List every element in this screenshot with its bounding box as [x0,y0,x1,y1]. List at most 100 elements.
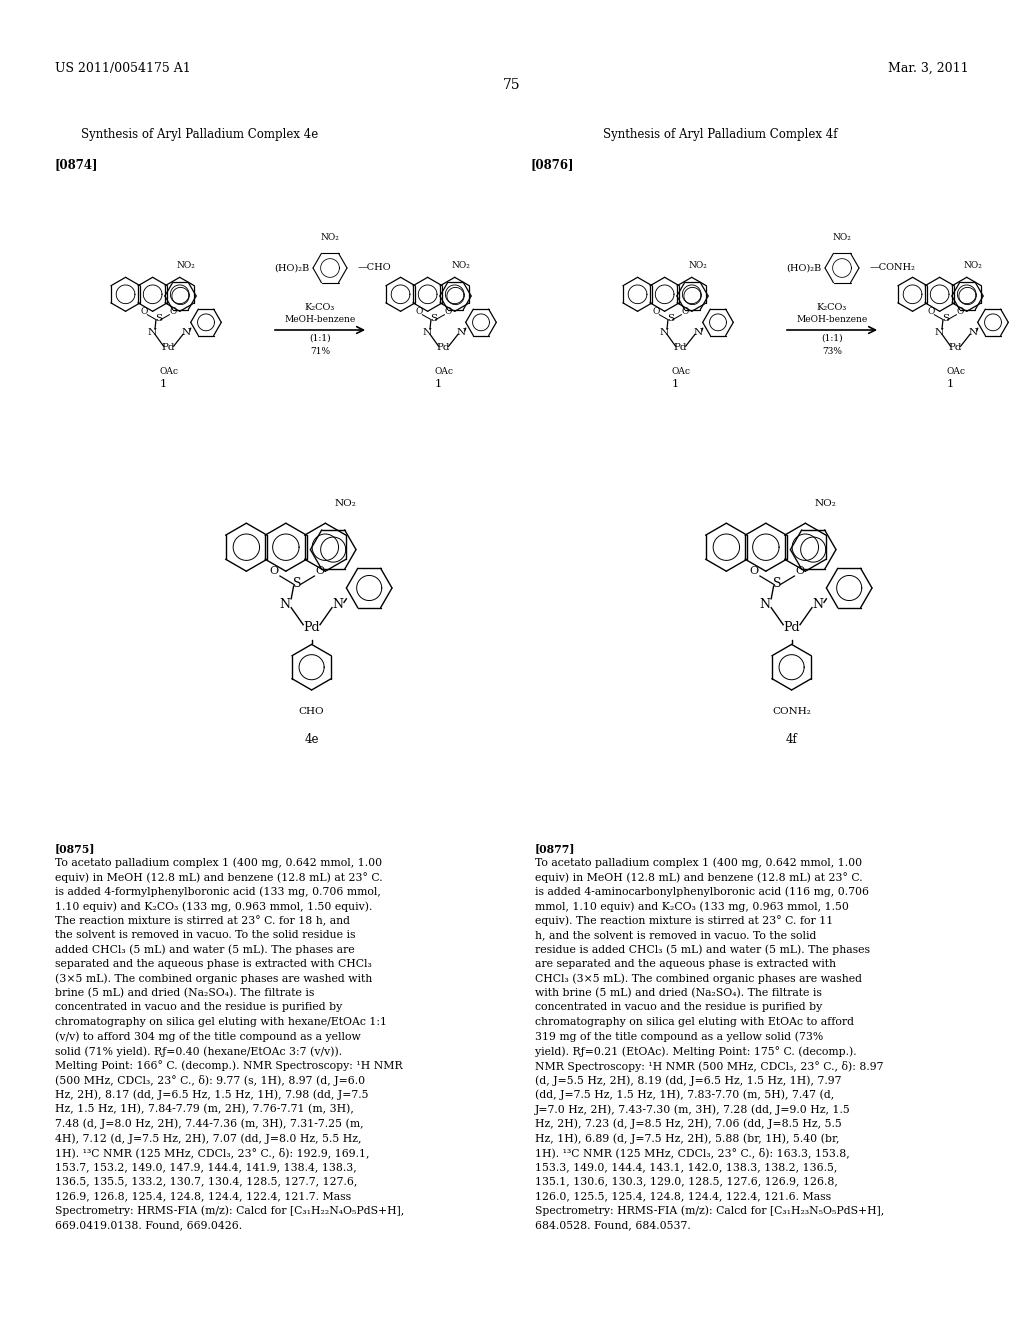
Text: Melting Point: 166° C. (decomp.). NMR Spectroscopy: ¹H NMR: Melting Point: 166° C. (decomp.). NMR Sp… [55,1060,402,1072]
Text: Pd: Pd [437,343,451,352]
Text: 1H). ¹³C NMR (125 MHz, CDCl₃, 23° C., δ): 192.9, 169.1,: 1H). ¹³C NMR (125 MHz, CDCl₃, 23° C., δ)… [55,1147,370,1158]
Text: O: O [796,566,805,577]
Text: OAc: OAc [671,367,690,376]
Text: 1.10 equiv) and K₂CO₃ (133 mg, 0.963 mmol, 1.50 equiv).: 1.10 equiv) and K₂CO₃ (133 mg, 0.963 mmo… [55,902,373,912]
Text: Pd: Pd [674,343,687,352]
Text: N: N [333,598,343,611]
Text: N: N [812,598,823,611]
Text: 4f: 4f [785,733,798,746]
Text: is added 4-aminocarbonylphenylboronic acid (116 mg, 0.706: is added 4-aminocarbonylphenylboronic ac… [535,887,869,898]
Text: Hz, 2H), 7.23 (d, J=8.5 Hz, 2H), 7.06 (dd, J=8.5 Hz, 5.5: Hz, 2H), 7.23 (d, J=8.5 Hz, 2H), 7.06 (d… [535,1118,842,1129]
Text: is added 4-formylphenylboronic acid (133 mg, 0.706 mmol,: is added 4-formylphenylboronic acid (133… [55,887,381,898]
Text: with brine (5 mL) and dried (Na₂SO₄). The filtrate is: with brine (5 mL) and dried (Na₂SO₄). Th… [535,987,822,998]
Text: Hz, 1.5 Hz, 1H), 7.84-7.79 (m, 2H), 7.76-7.71 (m, 3H),: Hz, 1.5 Hz, 1H), 7.84-7.79 (m, 2H), 7.76… [55,1104,354,1114]
Text: 4H), 7.12 (d, J=7.5 Hz, 2H), 7.07 (dd, J=8.0 Hz, 5.5 Hz,: 4H), 7.12 (d, J=7.5 Hz, 2H), 7.07 (dd, J… [55,1133,361,1143]
Text: J=7.0 Hz, 2H), 7.43-7.30 (m, 3H), 7.28 (dd, J=9.0 Hz, 1.5: J=7.0 Hz, 2H), 7.43-7.30 (m, 3H), 7.28 (… [535,1104,851,1114]
Text: N: N [280,598,291,611]
Text: 1: 1 [672,379,679,389]
Text: NO₂: NO₂ [452,261,470,269]
Text: 126.0, 125.5, 125.4, 124.8, 124.4, 122.4, 121.6. Mass: 126.0, 125.5, 125.4, 124.8, 124.4, 122.4… [535,1191,831,1201]
Text: Hz, 1H), 6.89 (d, J=7.5 Hz, 2H), 5.88 (br, 1H), 5.40 (br,: Hz, 1H), 6.89 (d, J=7.5 Hz, 2H), 5.88 (b… [535,1133,840,1143]
Text: S: S [667,314,674,323]
Text: concentrated in vacuo and the residue is purified by: concentrated in vacuo and the residue is… [535,1002,822,1012]
Text: —CHO: —CHO [358,264,391,272]
Text: S: S [293,577,301,590]
Text: O: O [270,566,279,577]
Text: O: O [681,306,688,315]
Text: NO₂: NO₂ [176,261,195,269]
Text: residue is added CHCl₃ (5 mL) and water (5 mL). The phases: residue is added CHCl₃ (5 mL) and water … [535,945,870,956]
Text: US 2011/0054175 A1: US 2011/0054175 A1 [55,62,190,75]
Text: O: O [444,306,452,315]
Text: NO₂: NO₂ [814,499,837,508]
Text: the solvent is removed in vacuo. To the solid residue is: the solvent is removed in vacuo. To the … [55,931,355,940]
Text: solid (71% yield). Rƒ=0.40 (hexane/EtOAc 3:7 (v/v)).: solid (71% yield). Rƒ=0.40 (hexane/EtOAc… [55,1045,342,1056]
Text: brine (5 mL) and dried (Na₂SO₄). The filtrate is: brine (5 mL) and dried (Na₂SO₄). The fil… [55,987,314,998]
Text: [0877]: [0877] [535,843,575,854]
Text: mmol, 1.10 equiv) and K₂CO₃ (133 mg, 0.963 mmol, 1.50: mmol, 1.10 equiv) and K₂CO₃ (133 mg, 0.9… [535,902,849,912]
Text: h, and the solvent is removed in vacuo. To the solid: h, and the solvent is removed in vacuo. … [535,931,816,940]
Text: equiv). The reaction mixture is stirred at 23° C. for 11: equiv). The reaction mixture is stirred … [535,916,834,927]
Text: NO₂: NO₂ [833,234,851,243]
Text: CONH₂: CONH₂ [772,708,811,715]
Text: (v/v) to afford 304 mg of the title compound as a yellow: (v/v) to afford 304 mg of the title comp… [55,1031,360,1041]
Text: (dd, J=7.5 Hz, 1.5 Hz, 1H), 7.83-7.70 (m, 5H), 7.47 (d,: (dd, J=7.5 Hz, 1.5 Hz, 1H), 7.83-7.70 (m… [535,1089,835,1100]
Text: O: O [652,306,659,315]
Text: 669.0419.0138. Found, 669.0426.: 669.0419.0138. Found, 669.0426. [55,1220,242,1230]
Text: 1: 1 [435,379,442,389]
Text: K₂CO₃: K₂CO₃ [817,304,847,313]
Text: Pd: Pd [162,343,175,352]
Text: N: N [182,329,191,337]
Text: (d, J=5.5 Hz, 2H), 8.19 (dd, J=6.5 Hz, 1.5 Hz, 1H), 7.97: (d, J=5.5 Hz, 2H), 8.19 (dd, J=6.5 Hz, 1… [535,1074,842,1085]
Text: N: N [934,329,943,337]
Text: 7.48 (d, J=8.0 Hz, 2H), 7.44-7.36 (m, 3H), 7.31-7.25 (m,: 7.48 (d, J=8.0 Hz, 2H), 7.44-7.36 (m, 3H… [55,1118,364,1129]
Text: S: S [155,314,162,323]
Text: Synthesis of Aryl Palladium Complex 4e: Synthesis of Aryl Palladium Complex 4e [81,128,318,141]
Text: (3×5 mL). The combined organic phases are washed with: (3×5 mL). The combined organic phases ar… [55,974,373,985]
Text: N: N [969,329,978,337]
Text: Pd: Pd [783,622,800,634]
Text: N: N [659,329,669,337]
Text: Spectrometry: HRMS-FIA (m/z): Calcd for [C₃₁H₂₂N₄O₅PdS+H],: Spectrometry: HRMS-FIA (m/z): Calcd for … [55,1205,404,1216]
Text: Hz, 2H), 8.17 (dd, J=6.5 Hz, 1.5 Hz, 1H), 7.98 (dd, J=7.5: Hz, 2H), 8.17 (dd, J=6.5 Hz, 1.5 Hz, 1H)… [55,1089,369,1100]
Text: To acetato palladium complex 1 (400 mg, 0.642 mmol, 1.00: To acetato palladium complex 1 (400 mg, … [55,858,382,869]
Text: OAc: OAc [434,367,453,376]
Text: O: O [750,566,759,577]
Text: The reaction mixture is stirred at 23° C. for 18 h, and: The reaction mixture is stirred at 23° C… [55,916,350,927]
Text: 1H). ¹³C NMR (125 MHz, CDCl₃, 23° C., δ): 163.3, 153.8,: 1H). ¹³C NMR (125 MHz, CDCl₃, 23° C., δ)… [535,1147,850,1158]
Text: 153.7, 153.2, 149.0, 147.9, 144.4, 141.9, 138.4, 138.3,: 153.7, 153.2, 149.0, 147.9, 144.4, 141.9… [55,1162,356,1172]
Text: N: N [457,329,466,337]
Text: (1:1): (1:1) [309,334,331,342]
Text: chromatography on silica gel eluting with hexane/EtOAc 1:1: chromatography on silica gel eluting wit… [55,1016,387,1027]
Text: (HO)₂B: (HO)₂B [786,264,821,272]
Text: 153.3, 149.0, 144.4, 143.1, 142.0, 138.3, 138.2, 136.5,: 153.3, 149.0, 144.4, 143.1, 142.0, 138.3… [535,1162,838,1172]
Text: 1: 1 [160,379,167,389]
Text: 136.5, 135.5, 133.2, 130.7, 130.4, 128.5, 127.7, 127.6,: 136.5, 135.5, 133.2, 130.7, 130.4, 128.5… [55,1176,357,1187]
Text: [0874]: [0874] [55,158,98,172]
Text: (1:1): (1:1) [821,334,843,342]
Text: O: O [956,306,964,315]
Text: O: O [140,306,147,315]
Text: 71%: 71% [310,347,330,356]
Text: K₂CO₃: K₂CO₃ [305,304,335,313]
Text: 75: 75 [503,78,521,92]
Text: O: O [928,306,935,315]
Text: NO₂: NO₂ [964,261,982,269]
Text: N: N [760,598,771,611]
Text: (HO)₂B: (HO)₂B [274,264,309,272]
Text: NO₂: NO₂ [321,234,339,243]
Text: [0876]: [0876] [530,158,573,172]
Text: 1: 1 [947,379,954,389]
Text: OAc: OAc [946,367,965,376]
Text: S: S [430,314,437,323]
Text: NMR Spectroscopy: ¹H NMR (500 MHz, CDCl₃, 23° C., δ): 8.97: NMR Spectroscopy: ¹H NMR (500 MHz, CDCl₃… [535,1060,884,1072]
Text: Pd: Pd [303,622,319,634]
Text: Spectrometry: HRMS-FIA (m/z): Calcd for [C₃₁H₂₃N₅O₅PdS+H],: Spectrometry: HRMS-FIA (m/z): Calcd for … [535,1205,885,1216]
Text: MeOH-benzene: MeOH-benzene [797,315,867,325]
Text: OAc: OAc [159,367,178,376]
Text: O: O [416,306,423,315]
Text: CHCl₃ (3×5 mL). The combined organic phases are washed: CHCl₃ (3×5 mL). The combined organic pha… [535,974,862,985]
Text: Synthesis of Aryl Palladium Complex 4f: Synthesis of Aryl Palladium Complex 4f [603,128,838,141]
Text: [0875]: [0875] [55,843,95,854]
Text: concentrated in vacuo and the residue is purified by: concentrated in vacuo and the residue is… [55,1002,342,1012]
